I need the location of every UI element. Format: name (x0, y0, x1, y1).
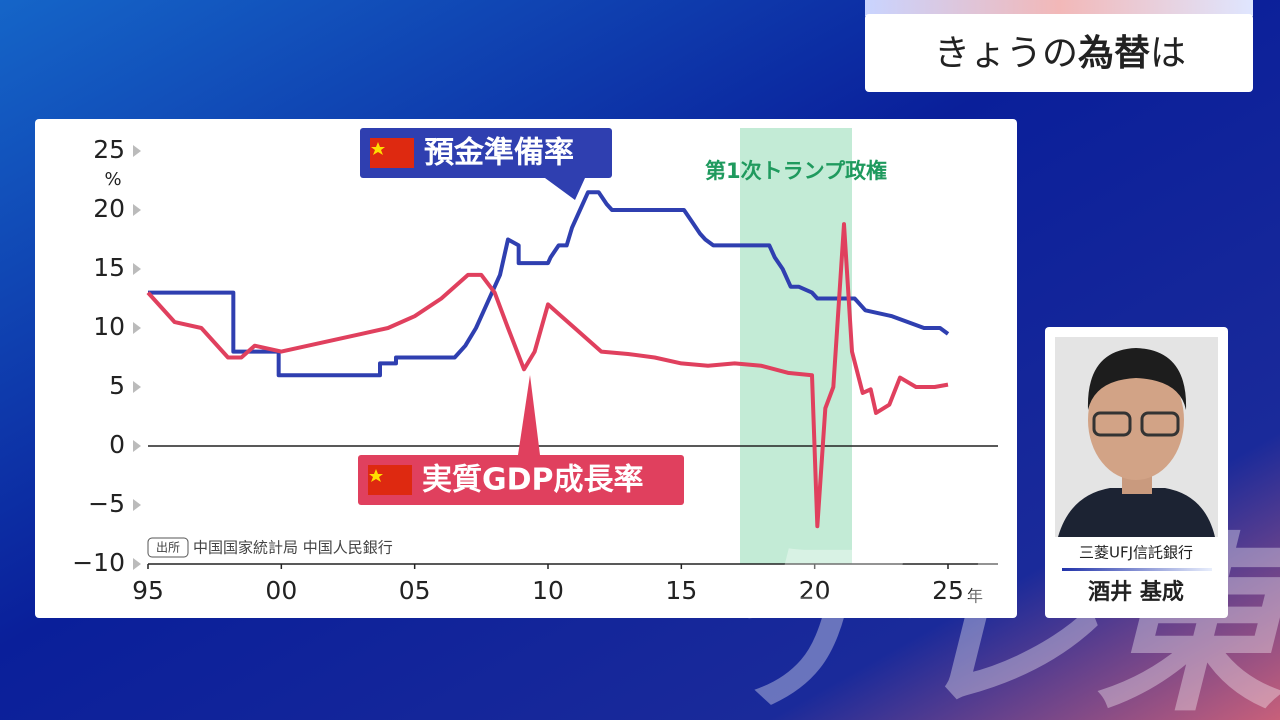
shaded-period-label: 第1次トランプ政権 (705, 159, 887, 183)
y-tick-label: 20 (93, 194, 125, 223)
x-tick-label: 05 (399, 576, 431, 605)
header-text-bold: 為替 (1078, 33, 1150, 74)
legend-label: 預金準備率 (424, 136, 574, 171)
y-tick-mark (133, 440, 141, 452)
y-tick-label: 25 (93, 135, 125, 164)
y-tick-label: 0 (109, 430, 125, 459)
header-title: きょうの為替は (934, 33, 1186, 74)
y-tick-label: −10 (72, 548, 125, 577)
photo-body (1058, 488, 1215, 537)
photo-face (1088, 360, 1184, 480)
y-tick-label: 15 (93, 253, 125, 282)
legend-label: 実質GDP成長率 (422, 463, 644, 498)
flag (368, 465, 412, 495)
header-text: は (1150, 33, 1186, 74)
header-box (865, 14, 1253, 92)
y-tick-label: −5 (88, 489, 125, 518)
guest-underline (1062, 568, 1212, 571)
y-tick-mark (133, 499, 141, 511)
flag-star (371, 142, 385, 155)
guest-affiliation: 三菱UFJ信託銀行 (1079, 544, 1193, 562)
x-tick-label: 00 (265, 576, 297, 605)
header-text: きょうの (934, 33, 1078, 74)
series-line (148, 190, 950, 378)
x-tick-label: 10 (532, 576, 564, 605)
callout-pointer (545, 178, 585, 200)
y-tick-mark (133, 322, 141, 334)
callout-box (360, 128, 612, 178)
y-tick-label: 10 (93, 312, 125, 341)
photo-glasses (1092, 411, 1132, 437)
callout-pointer (518, 375, 540, 455)
series-line (146, 222, 949, 529)
y-tick-mark (133, 145, 141, 157)
y-tick-label: 5 (109, 371, 125, 400)
source: 中国国家統計局 中国人民銀行 (193, 539, 393, 557)
x-tick-label: 25 (932, 576, 964, 605)
y-tick-mark (133, 558, 141, 570)
x-tick-label: 95 (132, 576, 164, 605)
source-tag-box (147, 537, 189, 558)
source-tag: 出所 (156, 541, 180, 555)
shaded-period (740, 128, 852, 564)
x-tick-label: 20 (799, 576, 831, 605)
flag-star (369, 469, 383, 482)
guest-name: 酒井 基成 (1088, 580, 1184, 605)
y-tick-mark (133, 381, 141, 393)
header-strip (865, 0, 1253, 16)
x-axis-unit: 年 (967, 587, 983, 606)
y-axis-unit: % (104, 169, 121, 190)
y-tick-mark (133, 263, 141, 275)
y-tick-mark (133, 204, 141, 216)
callout-box (358, 455, 684, 505)
flag (370, 138, 414, 168)
photo-glasses (1140, 411, 1180, 437)
x-tick-label: 15 (665, 576, 697, 605)
photo-hair (1087, 348, 1187, 410)
